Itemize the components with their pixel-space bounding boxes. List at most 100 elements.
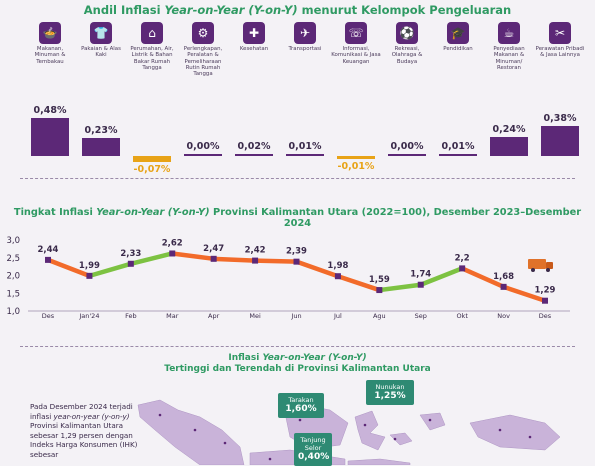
contribution-value: 0,38% (543, 112, 577, 124)
category-10: ✂ Perawatan Pribadi & Jasa Lainnya (535, 22, 585, 59)
contribution-value: 0,24% (492, 124, 526, 135)
contribution-bar (31, 118, 69, 156)
y-tick-label: 2,0 (6, 272, 20, 282)
inflation-line-chart: 3,0 2,5 2,0 1,5 1,0 2,44 Des 1,99 Jan'24 2,33 Feb 2… (6, 236, 570, 320)
summary-paragraph: Pada Desember 2024 terjadi inflasi year-… (30, 402, 138, 459)
clothing-icon: 👕 (90, 22, 112, 44)
y-tick-label: 1,5 (6, 289, 20, 299)
indonesia-map (137, 399, 561, 465)
line-segment (418, 266, 465, 287)
data-point (542, 297, 548, 304)
callout-tarakan: Tarakan 1,60% (278, 393, 324, 418)
data-label: 2,42 (245, 246, 266, 256)
data-label: 2,2 (455, 253, 470, 263)
contribution-value: 0,00% (390, 140, 424, 152)
category-label: Pakaian & Alas Kaki (81, 46, 121, 59)
phone-icon: ☏ (345, 22, 367, 44)
data-label: 2,39 (286, 247, 307, 257)
appliance-icon: ⚙ (192, 22, 214, 44)
line-segment (501, 284, 548, 303)
contribution-value: 0,48% (33, 105, 67, 116)
x-tick-label: Feb (125, 312, 137, 320)
tools-icon: ✂ (549, 22, 571, 44)
data-point (45, 256, 51, 263)
data-label: 1,74 (410, 270, 431, 280)
data-label: 1,98 (327, 261, 348, 271)
data-point (210, 255, 217, 262)
plane-icon: ✈ (294, 22, 316, 44)
category-6: ☏ Informasi, Komunikasi & Jasa Keuangan (331, 22, 381, 65)
data-point (334, 273, 341, 280)
line-segment (87, 261, 134, 279)
x-tick-label: Nov (497, 312, 510, 320)
y-tick-label: 1,0 (6, 307, 20, 317)
x-tick-label: Mar (166, 312, 179, 320)
contribution-bar (184, 153, 222, 156)
category-5: ✈ Transportasi (280, 22, 330, 52)
line-segment (335, 273, 382, 293)
line-segment (211, 256, 258, 263)
contribution-value: -0,01% (337, 160, 375, 172)
data-label: 1,59 (369, 275, 390, 285)
x-tick-label: Agu (373, 312, 386, 320)
category-label: Makanan, Minuman & Tembakau (34, 46, 66, 65)
contribution-bar (133, 156, 171, 162)
line-segment (170, 251, 216, 262)
sport-icon: ⚽ (396, 22, 418, 44)
category-3: ⚙ Perlengkapan, Peralatan & Pemeliharaan … (178, 22, 228, 77)
category-7: ⚽ Rekreasi, Olahraga & Budaya (382, 22, 432, 65)
contribution-value: 0,01% (441, 140, 475, 152)
contribution-bar (490, 137, 528, 156)
x-tick-label: Jun (290, 312, 301, 320)
category-label: Pendidikan (443, 46, 473, 52)
line-segment (377, 282, 423, 293)
contribution-bar (82, 137, 120, 156)
x-tick-label: Okt (456, 312, 468, 320)
data-point (459, 265, 466, 272)
category-0: 🍲 Makanan, Minuman & Tembakau (25, 22, 75, 65)
x-tick-label: Mei (249, 312, 261, 320)
line-segment (294, 259, 341, 279)
line-segment (459, 266, 506, 290)
data-point (252, 257, 259, 264)
category-label: Perumahan, Air, Listrik & Bahan Bakar Ru… (130, 46, 174, 71)
restaurant-icon: ☕ (498, 22, 520, 44)
category-label: Perlengkapan, Peralatan & Pemeliharaan R… (183, 46, 223, 78)
data-label: 2,44 (38, 245, 59, 255)
category-label: Informasi, Komunikasi & Jasa Keuangan (331, 46, 381, 65)
data-label: 1,29 (535, 286, 556, 296)
contribution-value: 0,01% (288, 140, 322, 152)
data-label: 2,47 (203, 244, 224, 254)
data-label: 1,68 (493, 272, 514, 282)
x-tick-label: Apr (208, 312, 220, 320)
data-point (417, 281, 424, 288)
map-section-title: Inflasi Year-on-Year (Y-on-Y) Tertinggi d… (164, 353, 431, 374)
data-point (127, 260, 134, 267)
divider-middle (20, 346, 575, 347)
category-9: ☕ Penyediaan Makanan & Minuman/ Restoran (484, 22, 534, 71)
contribution-bar (235, 153, 273, 156)
line-chart-title: Tingkat Inflasi Year-on-Year (Y-on-Y) Pr… (13, 207, 582, 229)
category-1: 👕 Pakaian & Alas Kaki (76, 22, 126, 59)
data-point (500, 283, 507, 290)
contribution-value: 0,02% (237, 140, 271, 152)
data-label: 2,33 (120, 249, 141, 259)
data-point (293, 258, 300, 265)
callout-nunukan: Nunukan 1,25% (366, 380, 414, 405)
contribution-value: -0,07% (133, 163, 171, 175)
contribution-bar (337, 156, 375, 159)
y-tick-label: 2,5 (6, 254, 20, 264)
graduation-icon: 🎓 (447, 22, 469, 44)
food-icon: 🍲 (39, 22, 61, 44)
contribution-value: 0,23% (84, 124, 118, 136)
line-segment (128, 251, 175, 267)
y-tick-label: 3,0 (6, 236, 20, 246)
line-segment (45, 257, 92, 279)
expenditure-chart-title: Andil Inflasi Year-on-Year (Y-on-Y) menu… (83, 3, 512, 17)
line-segment (252, 258, 299, 264)
category-2: ⌂ Perumahan, Air, Listrik & Bahan Bakar R… (127, 22, 177, 71)
truck-icon (528, 259, 553, 272)
x-tick-label: Des (42, 312, 55, 320)
x-tick-label: Jul (333, 312, 342, 320)
data-point (376, 287, 383, 294)
